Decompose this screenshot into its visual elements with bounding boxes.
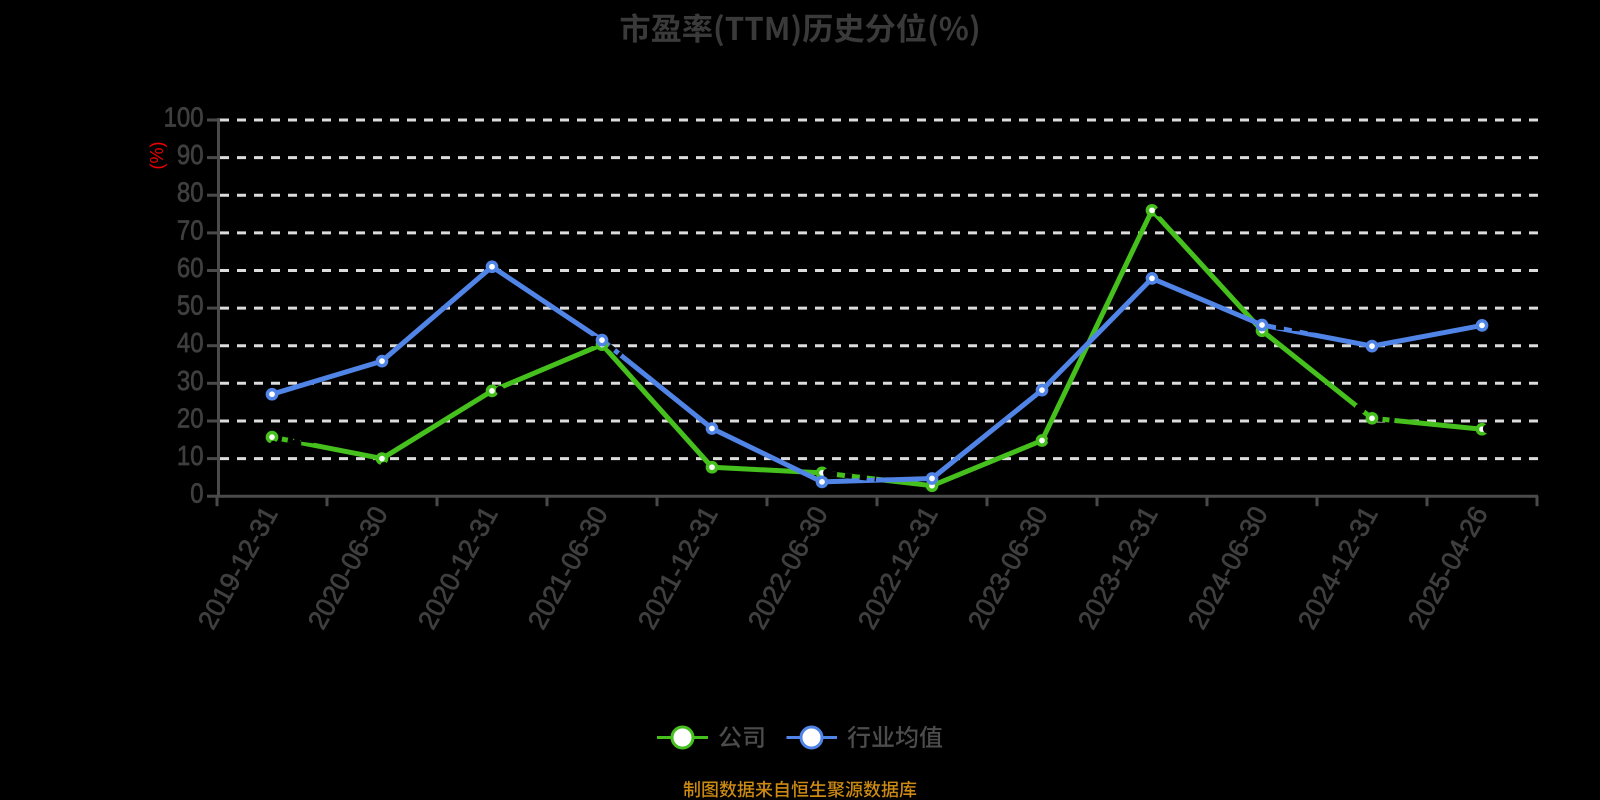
svg-text:70: 70 (177, 214, 204, 245)
svg-text:30: 30 (177, 365, 204, 396)
svg-text:50: 50 (177, 290, 204, 321)
svg-text:0: 0 (190, 478, 203, 509)
svg-text:60: 60 (177, 252, 204, 283)
svg-text:10: 10 (177, 440, 204, 471)
svg-text:(%): (%) (147, 142, 167, 170)
svg-text:20: 20 (177, 403, 204, 434)
svg-text:90: 90 (177, 139, 204, 170)
svg-text:100: 100 (164, 102, 204, 133)
svg-text:80: 80 (177, 177, 204, 208)
svg-text:40: 40 (177, 327, 204, 358)
